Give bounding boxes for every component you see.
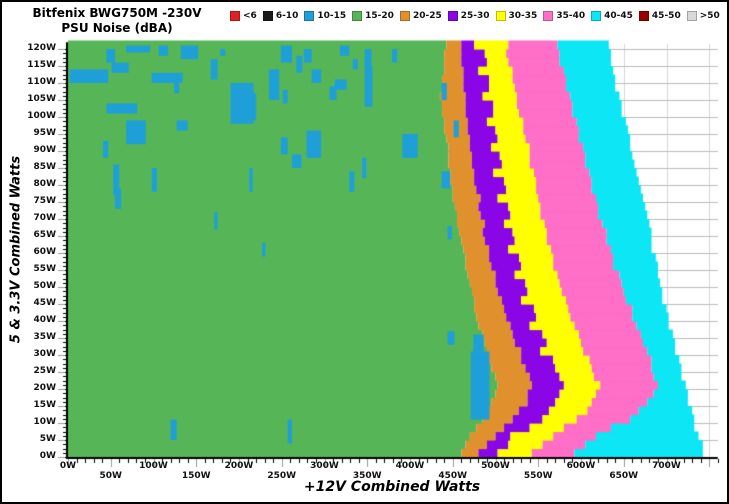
x-tick-label: 0W [59,461,77,471]
x-tick-label: 100W [139,461,168,471]
legend-swatch [352,11,363,21]
y-tick-label: 90W [33,145,56,155]
legend-swatch [304,11,315,21]
legend-label: 6-10 [275,11,299,21]
chart-title: Bitfenix BWG750M -230V PSU Noise (dBA) [4,6,230,36]
legend-item-15-20: 15-20 [352,11,394,21]
legend-swatch [399,11,410,21]
chart-title-line2: PSU Noise (dBA) [61,21,173,35]
y-tick-label: 120W [27,43,56,53]
legend-swatch [230,11,240,21]
legend-item-35-40: 35-40 [543,11,585,21]
y-tick-label: 75W [33,196,56,206]
y-tick-label: 45W [33,298,56,308]
y-tick-label: 110W [27,77,56,87]
x-tick-label: 500W [481,461,510,471]
y-tick-label: 60W [33,247,56,257]
legend-label: 40-45 [604,11,633,21]
y-tick-label: 55W [33,264,56,274]
y-tick-label: 35W [33,332,56,342]
legend-label: 25-30 [460,11,490,21]
legend-item-20-25: 20-25 [399,11,442,21]
x-tick-label: 350W [352,471,382,481]
legend-label: 30-35 [508,11,538,21]
y-tick-label: 5W [39,434,56,444]
y-tick-label: 0W [39,451,56,461]
legend-swatch [686,11,697,21]
y-tick-label: 85W [33,162,56,172]
legend-label: 35-40 [556,11,586,21]
y-tick-label: 105W [27,94,56,104]
legend: <6 6-10 10-15 15-20 20-25 25-30 30-35 35-40 40-4… [230,11,724,21]
y-tick-label: 30W [33,349,56,359]
x-axis-title: +12V Combined Watts [303,479,481,495]
y-tick-label: 100W [27,111,56,121]
x-tick-label: 150W [181,471,211,481]
legend-item-6-10: 6-10 [262,11,299,21]
y-tick-label: 65W [33,230,56,240]
legend-item-10-15: 10-15 [304,11,346,21]
x-tick-label: 400W [395,461,425,471]
legend-item-25-30: 25-30 [447,11,490,21]
x-tick-label: 600W [566,461,596,471]
y-tick-label: 50W [33,281,56,291]
y-tick-label: 95W [33,128,56,138]
legend-swatch [447,11,458,21]
y-tick-label: 70W [33,213,56,223]
x-tick-label: 300W [310,461,339,471]
legend-label: 45-50 [651,11,681,21]
x-tick-label: 650W [609,471,639,481]
legend-item-30-35: 30-35 [495,11,538,21]
legend-item-45-50: 45-50 [638,11,681,21]
legend-item-6: <6 [230,11,257,21]
x-tick-label: 250W [267,471,297,481]
y-axis-title: 5 & 3.3V Combined Watts [8,155,24,344]
y-tick-label: 80W [33,179,56,189]
legend-swatch [495,11,506,21]
legend-swatch [638,11,649,21]
legend-label: >50 [699,11,720,21]
y-tick-label: 20W [33,383,56,393]
y-tick-label: 10W [33,417,56,427]
legend-item-50: >50 [686,11,720,21]
legend-label: 20-25 [412,11,442,21]
legend-swatch [262,11,273,21]
x-tick-label: 200W [224,461,254,471]
x-tick-label: 50W [99,471,122,481]
x-tick-label: 550W [523,471,553,481]
chart-title-line1: Bitfenix BWG750M -230V [32,6,202,20]
legend-label: <6 [243,11,257,21]
legend-item-40-45: 40-45 [591,11,633,21]
x-tick-label: 450W [438,471,468,481]
legend-swatch [543,11,554,21]
y-tick-label: 15W [33,400,56,410]
y-tick-label: 115W [27,60,56,70]
heatmap-canvas [50,36,720,468]
x-tick-label: 700W [652,461,681,471]
legend-label: 15-20 [365,11,394,21]
y-tick-label: 25W [33,366,56,376]
legend-label: 10-15 [317,11,347,21]
y-tick-label: 40W [33,315,56,325]
legend-swatch [591,11,602,21]
